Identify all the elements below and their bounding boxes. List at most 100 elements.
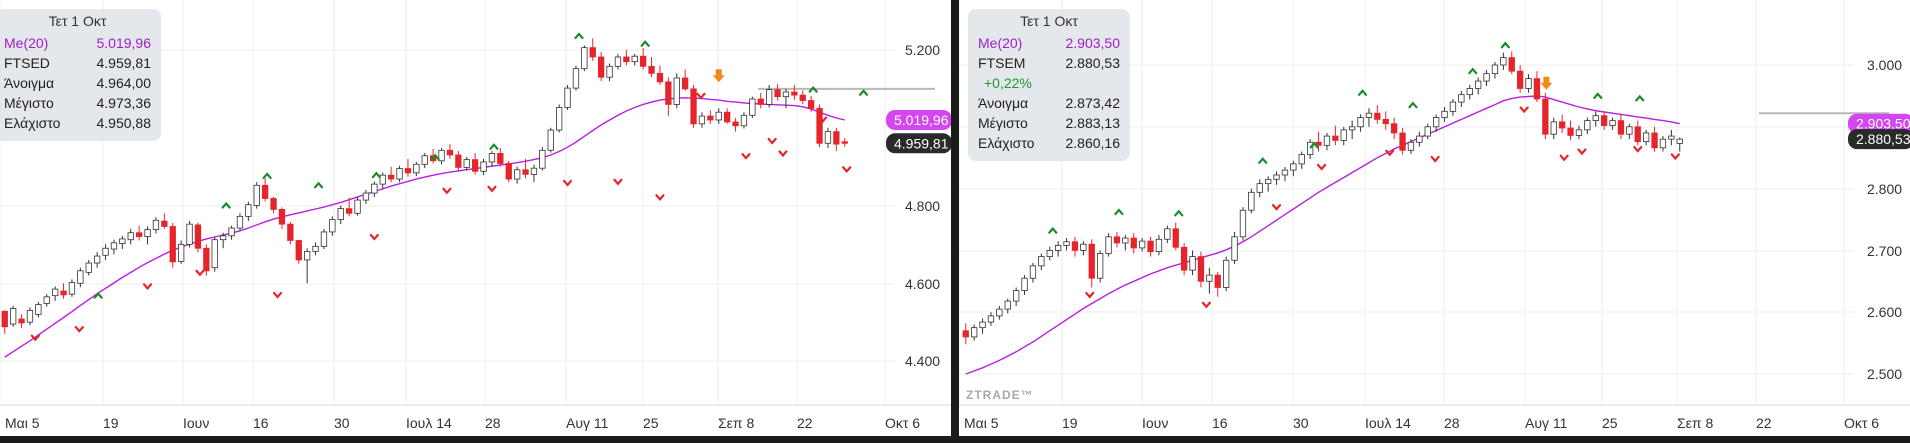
candle xyxy=(690,84,697,128)
candle xyxy=(1500,52,1507,70)
candle xyxy=(1407,139,1415,154)
candle xyxy=(177,240,185,264)
orange-arrow-marker xyxy=(712,69,725,83)
candle xyxy=(480,158,487,176)
sell-signal-marker xyxy=(1316,163,1327,171)
candle-body xyxy=(379,174,386,185)
candle-body xyxy=(1584,120,1591,131)
candle-body xyxy=(987,315,995,323)
candle-body xyxy=(354,199,361,214)
candle xyxy=(1458,90,1465,108)
y-tick-label: 4.800 xyxy=(905,198,940,214)
last-price-label: 2.880,53 xyxy=(1856,131,1910,147)
candle xyxy=(1559,114,1566,133)
candle xyxy=(547,127,554,153)
candle-body xyxy=(312,245,319,252)
candle-body xyxy=(514,169,521,180)
candle xyxy=(1643,129,1650,146)
candle-body xyxy=(1323,135,1331,146)
candle xyxy=(1432,114,1440,132)
candle-body xyxy=(698,115,706,125)
candle-body xyxy=(962,330,969,338)
candle-body xyxy=(211,239,218,269)
y-tick-label: 2.800 xyxy=(1867,181,1902,197)
candle xyxy=(581,45,588,71)
ma-row: Me(20) 5.019,96 xyxy=(4,35,151,51)
candle-body xyxy=(329,219,336,233)
candle-body xyxy=(203,247,210,272)
y-tick-label: 3.000 xyxy=(1867,57,1902,73)
candle xyxy=(144,226,151,245)
candle-body xyxy=(1399,132,1406,151)
candle-body xyxy=(463,159,470,168)
candle-body xyxy=(749,98,756,116)
chart-panel-ftsed[interactable]: 5.200 4.800 4.600 4.400 Μαι 5 19 Ιουν 16 30 Ιουλ … xyxy=(0,0,951,443)
sell-signal-marker xyxy=(442,187,452,195)
candle-body xyxy=(1651,132,1658,149)
candle xyxy=(1340,126,1347,146)
candle-body xyxy=(1138,240,1146,249)
buy-signal-marker xyxy=(430,153,440,161)
candle-body xyxy=(707,115,714,121)
candle xyxy=(522,158,529,179)
candle xyxy=(556,104,563,133)
candle xyxy=(970,324,978,341)
candle xyxy=(488,151,496,167)
candle-body xyxy=(9,308,17,325)
candle xyxy=(1542,92,1549,140)
candle-body xyxy=(1382,118,1389,125)
candle-body xyxy=(1290,163,1297,171)
candle-body xyxy=(278,208,286,225)
candle-body xyxy=(1189,256,1196,271)
close-row: FTSED 4.959,81 xyxy=(4,55,151,71)
candle-body xyxy=(35,304,42,315)
candle xyxy=(446,144,454,159)
buy-signal-marker xyxy=(1635,94,1645,102)
candle-body xyxy=(413,163,420,174)
candle xyxy=(68,279,76,297)
candle-body xyxy=(1264,178,1272,185)
x-tick-label: Ιουλ 14 xyxy=(1365,415,1411,431)
candle-body xyxy=(757,98,764,105)
open-row: Άνοιγμα 2.873,42 xyxy=(978,95,1120,111)
candle xyxy=(1180,242,1188,276)
candle xyxy=(194,222,202,253)
candle-body xyxy=(665,81,672,105)
candle-body xyxy=(1550,121,1557,135)
candle xyxy=(329,216,336,236)
low-row: Ελάχιστο 4.950,88 xyxy=(4,115,151,131)
bottom-edge xyxy=(0,436,1910,443)
candle-body xyxy=(724,111,731,123)
candle-body xyxy=(1206,274,1213,282)
sell-signal-marker xyxy=(1271,204,1282,211)
candle-body xyxy=(1164,228,1171,240)
ftsed-candlestick-chart[interactable]: 5.200 4.800 4.600 4.400 Μαι 5 19 Ιουν 16 30 Ιουλ … xyxy=(0,0,951,436)
candle xyxy=(1575,125,1583,140)
candle xyxy=(1475,77,1482,95)
ma-price-badge xyxy=(1848,113,1910,134)
candle xyxy=(379,172,386,190)
candle xyxy=(1357,114,1364,132)
candle xyxy=(732,118,739,132)
candle-body xyxy=(1592,115,1599,122)
candle xyxy=(1038,253,1045,271)
candle-body xyxy=(1634,126,1641,143)
candle xyxy=(135,225,143,241)
change-row: +0,22% xyxy=(984,75,1032,91)
sell-signal-marker xyxy=(817,116,828,124)
candle xyxy=(1323,132,1331,151)
candle-body xyxy=(1567,127,1574,136)
candle xyxy=(471,153,479,175)
candle xyxy=(614,53,622,70)
candle-body xyxy=(1214,274,1221,288)
candles xyxy=(1,38,848,334)
sell-signal-marker xyxy=(1633,145,1643,153)
buy-signal-marker xyxy=(1357,89,1368,96)
candle xyxy=(1517,65,1524,93)
candle xyxy=(774,84,781,101)
candle xyxy=(1004,298,1011,314)
x-tick-label: Αυγ 11 xyxy=(566,415,609,431)
candle-body xyxy=(1180,246,1188,271)
